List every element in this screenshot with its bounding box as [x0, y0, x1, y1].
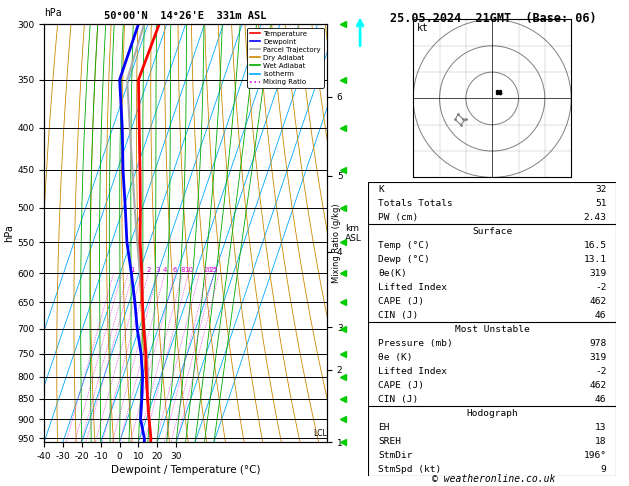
Text: CIN (J): CIN (J)	[378, 395, 418, 404]
Text: 462: 462	[589, 381, 606, 390]
Y-axis label: hPa: hPa	[4, 225, 14, 242]
Title: 50°00'N  14°26'E  331m ASL: 50°00'N 14°26'E 331m ASL	[104, 11, 267, 21]
Text: 10: 10	[184, 267, 193, 273]
Text: 46: 46	[595, 395, 606, 404]
Text: 20: 20	[203, 267, 212, 273]
X-axis label: Dewpoint / Temperature (°C): Dewpoint / Temperature (°C)	[111, 465, 260, 475]
Text: 2: 2	[146, 267, 150, 273]
Text: Totals Totals: Totals Totals	[378, 199, 453, 208]
Text: 2.43: 2.43	[584, 213, 606, 222]
Text: LCL: LCL	[313, 429, 326, 438]
Text: StmDir: StmDir	[378, 451, 413, 460]
Text: 46: 46	[595, 311, 606, 320]
Text: 1: 1	[130, 267, 135, 273]
Text: SREH: SREH	[378, 437, 401, 446]
Text: Mixing Ratio (g/kg): Mixing Ratio (g/kg)	[332, 203, 341, 283]
Text: Hodograph: Hodograph	[466, 409, 518, 418]
Text: © weatheronline.co.uk: © weatheronline.co.uk	[432, 473, 555, 484]
Text: -2: -2	[595, 367, 606, 376]
Legend: Temperature, Dewpoint, Parcel Trajectory, Dry Adiabat, Wet Adiabat, Isotherm, Mi: Temperature, Dewpoint, Parcel Trajectory…	[247, 28, 323, 88]
Text: 319: 319	[589, 269, 606, 278]
Text: EH: EH	[378, 423, 389, 432]
Text: CIN (J): CIN (J)	[378, 311, 418, 320]
Text: 32: 32	[595, 185, 606, 194]
Text: Most Unstable: Most Unstable	[455, 325, 530, 334]
Text: CAPE (J): CAPE (J)	[378, 297, 424, 306]
Text: Surface: Surface	[472, 227, 512, 236]
Text: Lifted Index: Lifted Index	[378, 283, 447, 292]
Text: Temp (°C): Temp (°C)	[378, 241, 430, 250]
Text: 196°: 196°	[584, 451, 606, 460]
Text: 18: 18	[595, 437, 606, 446]
Text: 319: 319	[589, 353, 606, 362]
Text: K: K	[378, 185, 384, 194]
Text: 16.5: 16.5	[584, 241, 606, 250]
Text: Lifted Index: Lifted Index	[378, 367, 447, 376]
Text: 3: 3	[155, 267, 160, 273]
Text: 25: 25	[209, 267, 218, 273]
Text: hPa: hPa	[44, 8, 62, 18]
Text: 6: 6	[173, 267, 177, 273]
Text: θe(K): θe(K)	[378, 269, 407, 278]
Text: 25.05.2024  21GMT  (Base: 06): 25.05.2024 21GMT (Base: 06)	[391, 12, 597, 25]
Text: kt: kt	[416, 22, 428, 33]
Text: 13: 13	[595, 423, 606, 432]
Text: StmSpd (kt): StmSpd (kt)	[378, 465, 441, 474]
Text: -2: -2	[595, 283, 606, 292]
Text: Dewp (°C): Dewp (°C)	[378, 255, 430, 264]
Text: 462: 462	[589, 297, 606, 306]
Text: Pressure (mb): Pressure (mb)	[378, 339, 453, 348]
Y-axis label: km
ASL: km ASL	[345, 224, 362, 243]
Text: 8: 8	[181, 267, 185, 273]
Text: CAPE (J): CAPE (J)	[378, 381, 424, 390]
Text: PW (cm): PW (cm)	[378, 213, 418, 222]
Text: 978: 978	[589, 339, 606, 348]
Text: 13.1: 13.1	[584, 255, 606, 264]
Text: 4: 4	[163, 267, 167, 273]
Text: 51: 51	[595, 199, 606, 208]
Text: θe (K): θe (K)	[378, 353, 413, 362]
Text: 9: 9	[601, 465, 606, 474]
